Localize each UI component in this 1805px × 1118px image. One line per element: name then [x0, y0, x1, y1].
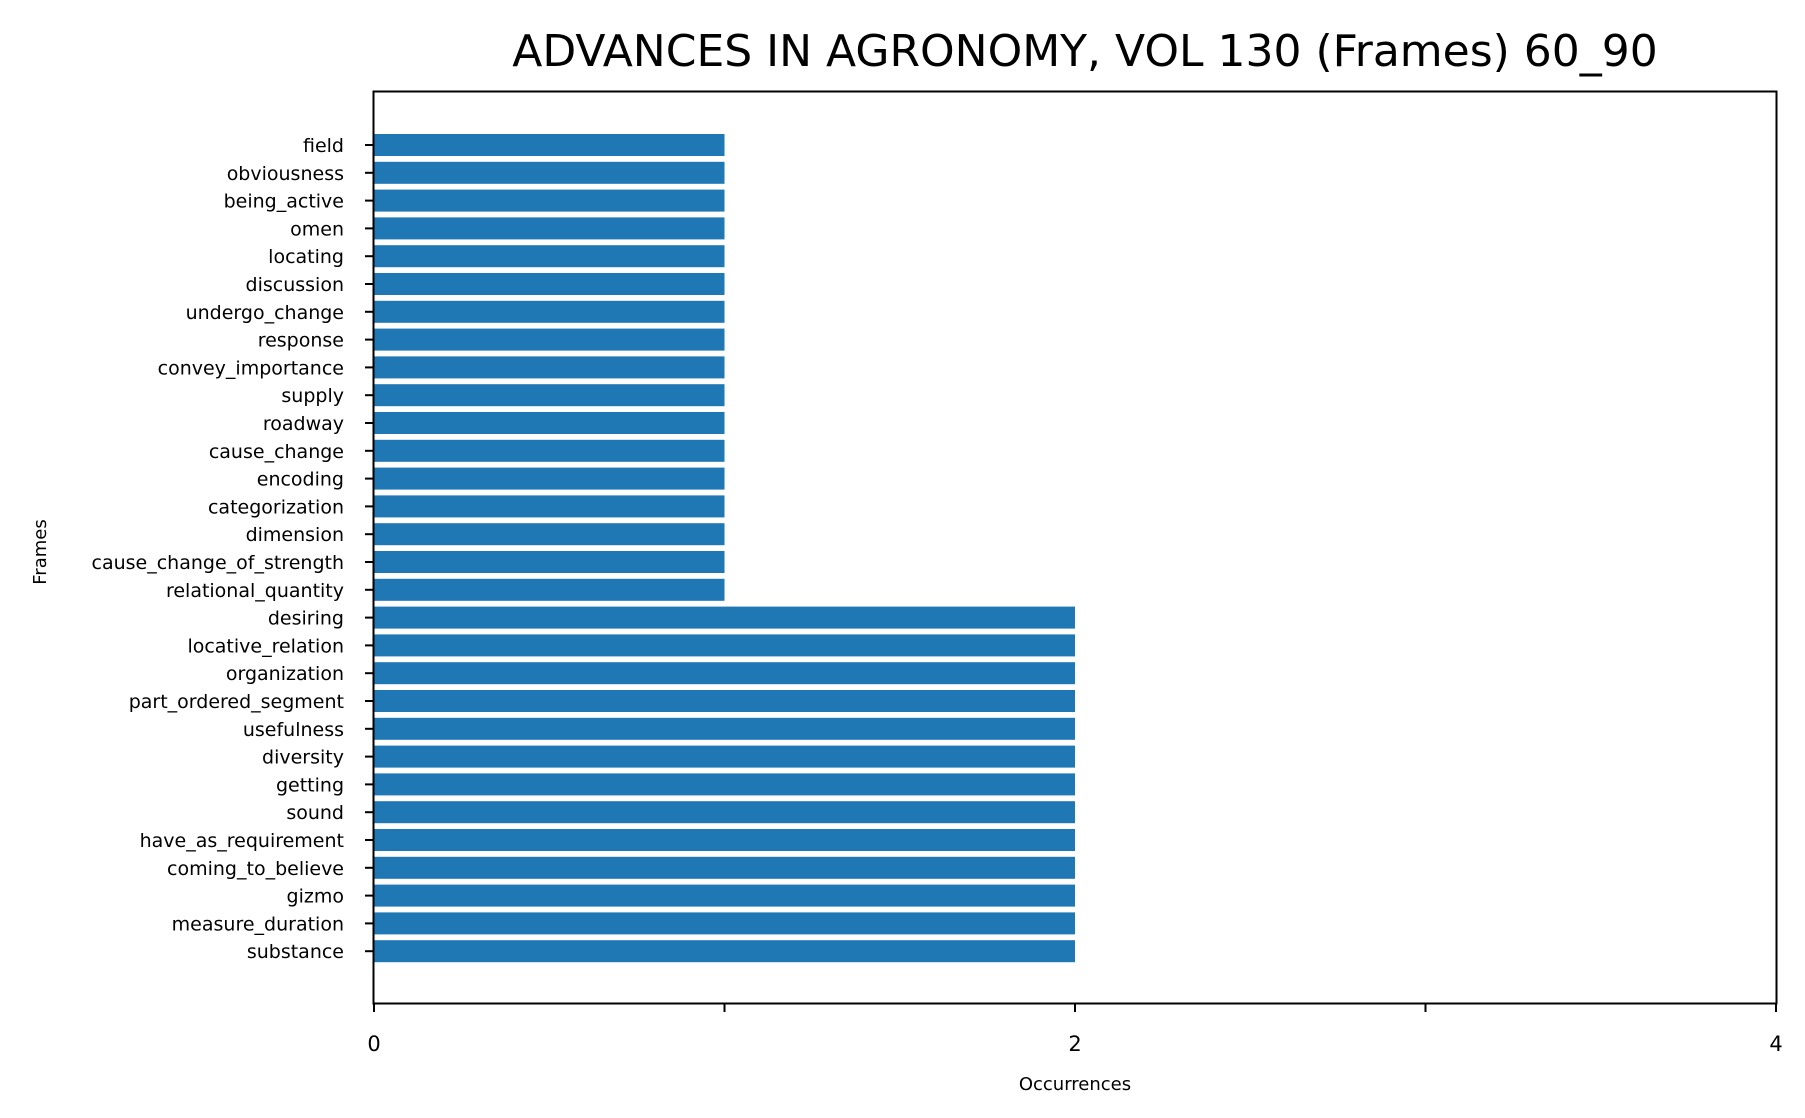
bar-usefulness: [374, 717, 1075, 740]
y-tick-label: field: [303, 135, 344, 157]
y-axis-label: Frames: [30, 519, 51, 584]
bar-supply: [374, 384, 725, 407]
bar-encoding: [374, 467, 725, 490]
bar-dimension: [374, 523, 725, 546]
y-tick-label: categorization: [208, 496, 344, 518]
bars-layer: [374, 134, 1075, 963]
bar-substance: [374, 940, 1075, 963]
x-axis-label: Occurrences: [1019, 1074, 1131, 1095]
bar-measure_duration: [374, 912, 1075, 935]
bar-getting: [374, 773, 1075, 796]
y-tick-label: convey_importance: [158, 357, 344, 379]
y-tick-label: locating: [268, 246, 344, 268]
bar-locative_relation: [374, 634, 1075, 657]
y-tick-label: relational_quantity: [166, 580, 344, 602]
bar-coming_to_believe: [374, 856, 1075, 879]
bar-categorization: [374, 495, 725, 518]
y-tick-label: dimension: [246, 524, 344, 546]
y-tick-label: usefulness: [243, 719, 344, 741]
bar-response: [374, 328, 725, 351]
y-tick-label: part_ordered_segment: [129, 691, 344, 713]
bar-cause_change_of_strength: [374, 551, 725, 573]
x-tick-label: 4: [1769, 1032, 1782, 1056]
bar-cause_change: [374, 439, 725, 462]
bar-have_as_requirement: [374, 829, 1075, 851]
y-tick-label: omen: [290, 218, 344, 240]
chart-title: ADVANCES IN AGRONOMY, VOL 130 (Frames) 6…: [512, 26, 1658, 77]
y-tick-label: cause_change: [209, 441, 344, 463]
y-tick-label: locative_relation: [187, 635, 344, 657]
y-tick-label: diversity: [262, 747, 344, 769]
bar-field: [374, 134, 725, 156]
y-tick-label: discussion: [246, 274, 344, 296]
y-tick-label: coming_to_believe: [167, 858, 344, 880]
y-tick-label: encoding: [257, 469, 344, 491]
y-tick-label: measure_duration: [172, 913, 344, 935]
y-tick-label: being_active: [224, 191, 344, 213]
bar-discussion: [374, 273, 725, 295]
y-tick-label: desiring: [268, 608, 344, 630]
bar-convey_importance: [374, 356, 725, 379]
bar-locating: [374, 245, 725, 268]
bar-organization: [374, 662, 1075, 685]
bar-desiring: [374, 606, 1075, 629]
bar-roadway: [374, 412, 725, 434]
bar-gizmo: [374, 884, 1075, 907]
y-tick-label: organization: [226, 663, 344, 685]
bar-undergo_change: [374, 300, 725, 323]
bar-being_active: [374, 189, 725, 212]
y-tick-label: gizmo: [287, 886, 344, 908]
x-axis-ticks: 0 2 4: [367, 1003, 1783, 1056]
bar-omen: [374, 217, 725, 240]
y-tick-label: obviousness: [227, 163, 344, 185]
bar-part_ordered_segment: [374, 690, 1075, 712]
y-tick-label: getting: [276, 774, 344, 796]
y-tick-label: undergo_change: [186, 302, 344, 324]
y-tick-label: response: [258, 330, 344, 352]
bar-obviousness: [374, 161, 725, 184]
x-tick-label: 2: [1068, 1032, 1081, 1056]
bar-diversity: [374, 745, 1075, 768]
bar-relational_quantity: [374, 578, 725, 601]
plot-frame: [372, 90, 1778, 1005]
bar-sound: [374, 801, 1075, 824]
y-tick-label: have_as_requirement: [140, 830, 344, 852]
y-tick-label: supply: [281, 385, 344, 407]
y-tick-label: cause_change_of_strength: [92, 552, 344, 574]
y-tick-label: roadway: [263, 413, 344, 435]
y-tick-label: sound: [286, 802, 344, 824]
x-tick-label: 0: [367, 1032, 380, 1056]
y-tick-label: substance: [247, 941, 344, 963]
